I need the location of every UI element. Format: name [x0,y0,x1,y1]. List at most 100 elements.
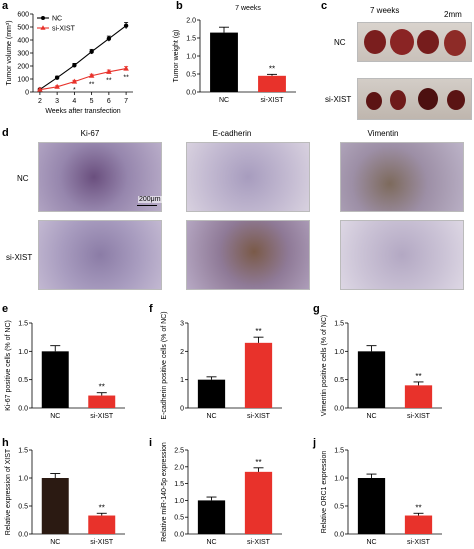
chart-a-y-tick-label-6: 600 [17,12,29,19]
chart-f-x-tick-label-1: si-XIST [247,413,271,420]
tumor-photo-si-xist-row [357,78,472,120]
chart-h-y-tick-label-3: 1.5 [18,448,28,455]
ihc-image-si-xist-ki67 [38,220,162,290]
chart-b-y-tick-label-0: 0.0 [186,90,196,97]
chart-i-y-tick-label-5: 2.5 [174,448,184,455]
chart-h-bar-0 [41,478,69,534]
chart-j-bar-1 [404,515,433,534]
chart-j-y-label: Relative ORC1 expression [321,451,328,534]
chart-a-legend-label-1: si-XIST [52,26,76,33]
chart-f-bar-0 [197,379,226,408]
chart-f-x-tick-label-0: NC [206,413,216,420]
chart-a-y-tick-label-1: 100 [17,77,29,84]
chart-i-y-label: Relative miR-140-5p expression [161,442,168,542]
chart-g-y-tick-label-3: 1.5 [334,321,344,328]
chart-i-y-tick-label-2: 1.0 [174,498,184,505]
chart-h-y-tick-label-0: 0.0 [18,532,28,539]
chart-g-bar-1 [404,385,433,408]
chart-e-x-tick-label-0: NC [50,413,60,420]
chart-f-y-tick-label-1: 1 [180,377,184,384]
chart-g-y-label: Vimentin positive cells (% of NC) [321,315,328,416]
chart-f-y-tick-label-2: 2 [180,349,184,356]
photo-row-label-si-xist: si-XIST [325,95,352,104]
ihc-row-label-nc: NC [17,174,29,183]
photo-title: 7 weeks [370,6,400,15]
ihc-col-label-vimentin: Vimentin [367,129,399,138]
tumor-photo-nc-row [357,22,472,62]
chart-a-y-tick-label-4: 400 [17,38,29,45]
chart-a-y-tick-label-0: 0 [25,90,29,97]
ihc-image-si-xist-vimentin [340,220,464,290]
panel-letter-h: h [2,437,9,449]
chart-i-bar-1 [244,471,273,534]
panel-letter-j: j [313,437,317,449]
chart-j-y-tick-label-3: 1.5 [334,448,344,455]
chart-a-series-0-point-1 [54,75,60,80]
chart-a-legend-marker-0 [41,16,45,20]
chart-f-y-label: E-cadherin positive cells (% of NC) [161,311,168,419]
chart-a-series-0-point-4 [106,36,112,41]
chart-e-sig-label: ** [99,383,105,392]
chart-i-x-tick-label-0: NC [206,539,216,546]
chart-a-x-tick-label-1: 3 [55,98,59,105]
chart-j-y-tick-label-0: 0.0 [334,532,344,539]
chart-h-x-tick-label-1: si-XIST [90,539,114,546]
chart-a-series-0-point-5 [123,23,129,28]
ihc-scale-bar-label: 200μm [138,196,162,203]
chart-a-y-tick-label-3: 300 [17,51,29,58]
panel-letter-g: g [313,303,320,315]
chart-b-title: 7 weeks [235,5,261,12]
chart-i-x-tick-label-1: si-XIST [247,539,271,546]
chart-a-series-0-point-2 [72,63,77,68]
panel-letter-b: b [176,0,183,12]
chart-g-y-tick-label-0: 0.0 [334,406,344,413]
chart-h-x-tick-label-0: NC [50,539,60,546]
chart-h-y-tick-label-1: 0.5 [18,504,28,511]
panel-letter-i: i [149,437,153,449]
chart-a-y-label: Tumor volume (mm³) [6,20,13,85]
chart-g-x-tick-label-1: si-XIST [407,413,431,420]
chart-j-x-tick-label-0: NC [366,539,376,546]
ihc-row-label-si-xist: si-XIST [6,253,33,262]
chart-g-sig-label: ** [415,372,421,381]
chart-a-x-tick-label-5: 7 [124,98,128,105]
ihc-image-nc-vimentin [340,142,464,212]
chart-f-bar-1 [244,342,273,408]
chart-f-y-tick-label-0: 0 [180,406,184,413]
chart-b-x-tick-label-1: si-XIST [261,97,285,104]
chart-h-sig-label: ** [99,503,105,512]
chart-a-series-1-point-3 [88,72,95,78]
chart-h-y-label: Relative expression of XIST [5,448,12,535]
chart-e-y-tick-label-1: 0.5 [18,377,28,384]
chart-a-series-1-point-5 [123,65,129,71]
chart-a-sig-label-0: * [73,87,76,94]
chart-a-x-tick-label-4: 6 [107,98,111,105]
chart-b-bar-0 [210,32,238,92]
chart-a-x-tick-label-0: 2 [38,98,42,105]
chart-a-y-tick-label-2: 200 [17,64,29,71]
chart-a-x-label: Weeks after transfection [45,108,120,115]
chart-a-series-line-0 [39,25,127,90]
chart-i-bar-0 [197,500,226,534]
panel-letter-e: e [2,303,9,315]
ihc-scale-bar [137,205,157,206]
chart-e-y-label: Ki-67 positive cells (% of NC) [5,320,12,411]
chart-g-y-tick-label-2: 1.0 [334,349,344,356]
panel-letter-d: d [2,127,9,139]
chart-i-y-tick-label-1: 0.5 [174,515,184,522]
ihc-image-si-xist-ecadherin [186,220,310,290]
chart-i-y-tick-label-4: 2.0 [174,464,184,471]
tumor-photo-si-xist-image [366,88,465,110]
chart-a-series-1-point-1 [54,83,60,89]
panel-letter-f: f [149,303,153,315]
chart-g-y-tick-label-1: 0.5 [334,377,344,384]
chart-a-sig-label-2: ** [106,78,112,85]
chart-a-sig-label-1: ** [89,81,95,88]
chart-e-y-tick-label-3: 1.5 [18,321,28,328]
chart-b-y-tick-label-3: 1.5 [186,36,196,43]
chart-e-x-tick-label-1: si-XIST [90,413,114,420]
chart-a-legend-marker-1 [40,25,46,30]
panel-letter-c: c [321,0,328,12]
chart-b-y-label: Tumor weight (g) [173,30,180,83]
chart-h-bar-1 [88,515,116,534]
